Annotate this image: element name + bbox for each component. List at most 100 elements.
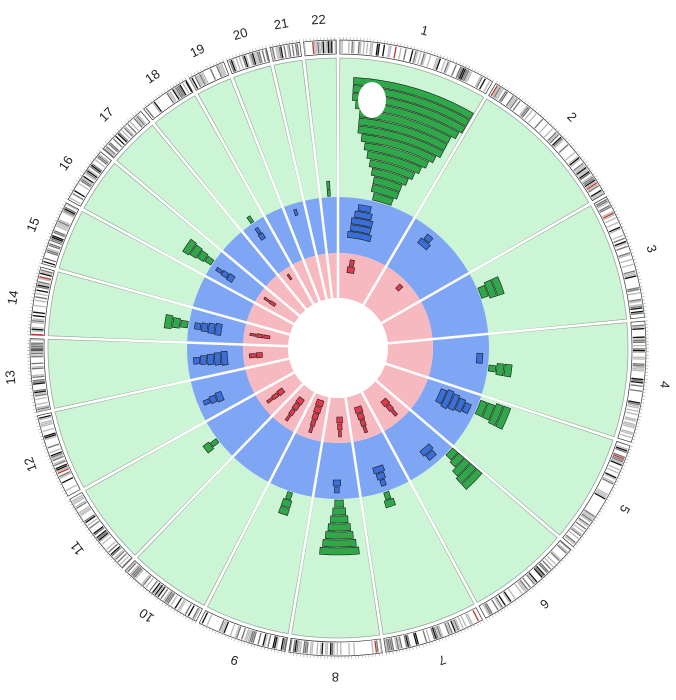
ideogram-tick: [516, 94, 518, 96]
ideogram-tick: [182, 79, 184, 82]
ideogram-tick: [203, 625, 204, 628]
ideogram-chr-8: [289, 638, 383, 656]
ideogram-tick: [132, 579, 134, 581]
ideogram-tick: [596, 517, 599, 519]
ideogram-tick: [638, 276, 641, 277]
ideogram-tick: [601, 508, 604, 510]
green-bar: [328, 524, 351, 531]
ideogram-tick: [154, 596, 156, 598]
ideogram-tick: [559, 562, 561, 564]
ideogram-tick: [522, 98, 524, 100]
ideogram-tick: [88, 163, 90, 165]
ideogram-tick: [638, 416, 641, 417]
ideogram-tick: [434, 52, 435, 55]
ideogram-tick: [443, 56, 444, 59]
ideogram-tick: [493, 79, 495, 82]
ideogram-tick: [638, 419, 641, 420]
ideogram-band: [633, 348, 645, 349]
ideogram-tick: [158, 94, 160, 96]
ideogram-tick: [254, 645, 255, 648]
ideogram-tick: [543, 116, 545, 118]
ideogram-tick: [70, 504, 73, 506]
ideogram-tick: [156, 598, 158, 600]
ideogram-tick: [529, 590, 531, 592]
ideogram-band: [31, 346, 43, 347]
ideogram-tick: [393, 651, 394, 654]
ideogram-band: [332, 643, 334, 655]
ideogram-tick: [98, 150, 100, 152]
ideogram-tick: [34, 412, 37, 413]
ideogram-tick: [600, 185, 603, 187]
ideogram-tick: [629, 449, 632, 450]
ideogram-tick: [32, 402, 35, 403]
ideogram-band: [31, 353, 43, 355]
ideogram-tick: [625, 459, 628, 460]
blue-bar: [333, 480, 341, 486]
ideogram-tick: [115, 132, 117, 134]
ideogram-tick: [48, 459, 51, 460]
ideogram-tick: [538, 111, 540, 113]
red-bar: [337, 417, 343, 423]
ideogram-tick: [475, 69, 476, 72]
ideogram-tick: [459, 62, 460, 65]
ideogram-tick: [36, 422, 39, 423]
ideogram-tick: [632, 439, 635, 440]
ideogram-tick: [610, 493, 613, 494]
ideogram-tick: [266, 46, 267, 49]
blue-bar: [200, 356, 207, 365]
center-hole: [288, 298, 388, 398]
ideogram-tick: [129, 576, 131, 578]
ideogram-tick: [185, 77, 186, 80]
ideogram-tick: [37, 426, 40, 427]
ideogram-tick: [36, 273, 39, 274]
chromosome-label: 18: [142, 66, 162, 87]
ideogram-tick: [409, 648, 410, 651]
ideogram-tick: [53, 223, 56, 224]
ideogram-tick: [90, 161, 92, 163]
ideogram-tick: [518, 598, 520, 600]
ideogram-tick: [430, 51, 431, 54]
ideogram-tick: [244, 642, 245, 645]
ideogram-tick: [73, 510, 76, 512]
ideogram-tick: [59, 484, 62, 485]
ideogram-tick: [62, 490, 65, 491]
ideogram-tick: [512, 602, 514, 604]
ideogram-tick: [492, 615, 493, 618]
ideogram-tick: [440, 55, 441, 58]
ideogram-tick: [92, 158, 94, 160]
chromosome-label: 5: [617, 502, 634, 516]
ideogram-tick: [635, 429, 638, 430]
ideogram-tick: [638, 279, 641, 280]
ideogram-tick: [269, 45, 270, 48]
ideogram-tick: [248, 643, 249, 646]
ideogram-tick: [623, 465, 626, 466]
ideogram-tick: [33, 409, 36, 410]
ideogram-tick: [39, 432, 42, 433]
ideogram-tick: [32, 293, 35, 294]
ideogram-tick: [490, 77, 491, 80]
ideogram-tick: [424, 49, 425, 52]
ideogram-tick: [59, 211, 62, 212]
ideogram-tick: [242, 52, 243, 55]
ideogram-tick: [40, 436, 43, 437]
ideogram-tick: [99, 546, 101, 548]
ideogram-band: [331, 41, 333, 53]
ideogram-tick: [249, 50, 250, 53]
ideogram-tick: [68, 501, 71, 502]
ideogram-tick: [56, 478, 59, 479]
ideogram-tick: [539, 581, 541, 583]
chromosome-label: 16: [56, 153, 77, 173]
chromosome-label: 11: [67, 538, 87, 558]
ideogram-tick: [589, 167, 591, 169]
ideogram-tick: [631, 442, 634, 443]
ideogram-tick: [200, 69, 201, 72]
ideogram-tick: [41, 439, 44, 440]
ideogram-tick: [45, 452, 48, 453]
blue-bar: [476, 353, 483, 363]
ideogram-tick: [213, 63, 214, 66]
ideogram-tick: [523, 594, 525, 596]
ideogram-tick: [57, 481, 60, 482]
ideogram-tick: [142, 107, 144, 109]
ideogram-tick: [498, 611, 500, 614]
ideogram-tick: [189, 618, 190, 621]
